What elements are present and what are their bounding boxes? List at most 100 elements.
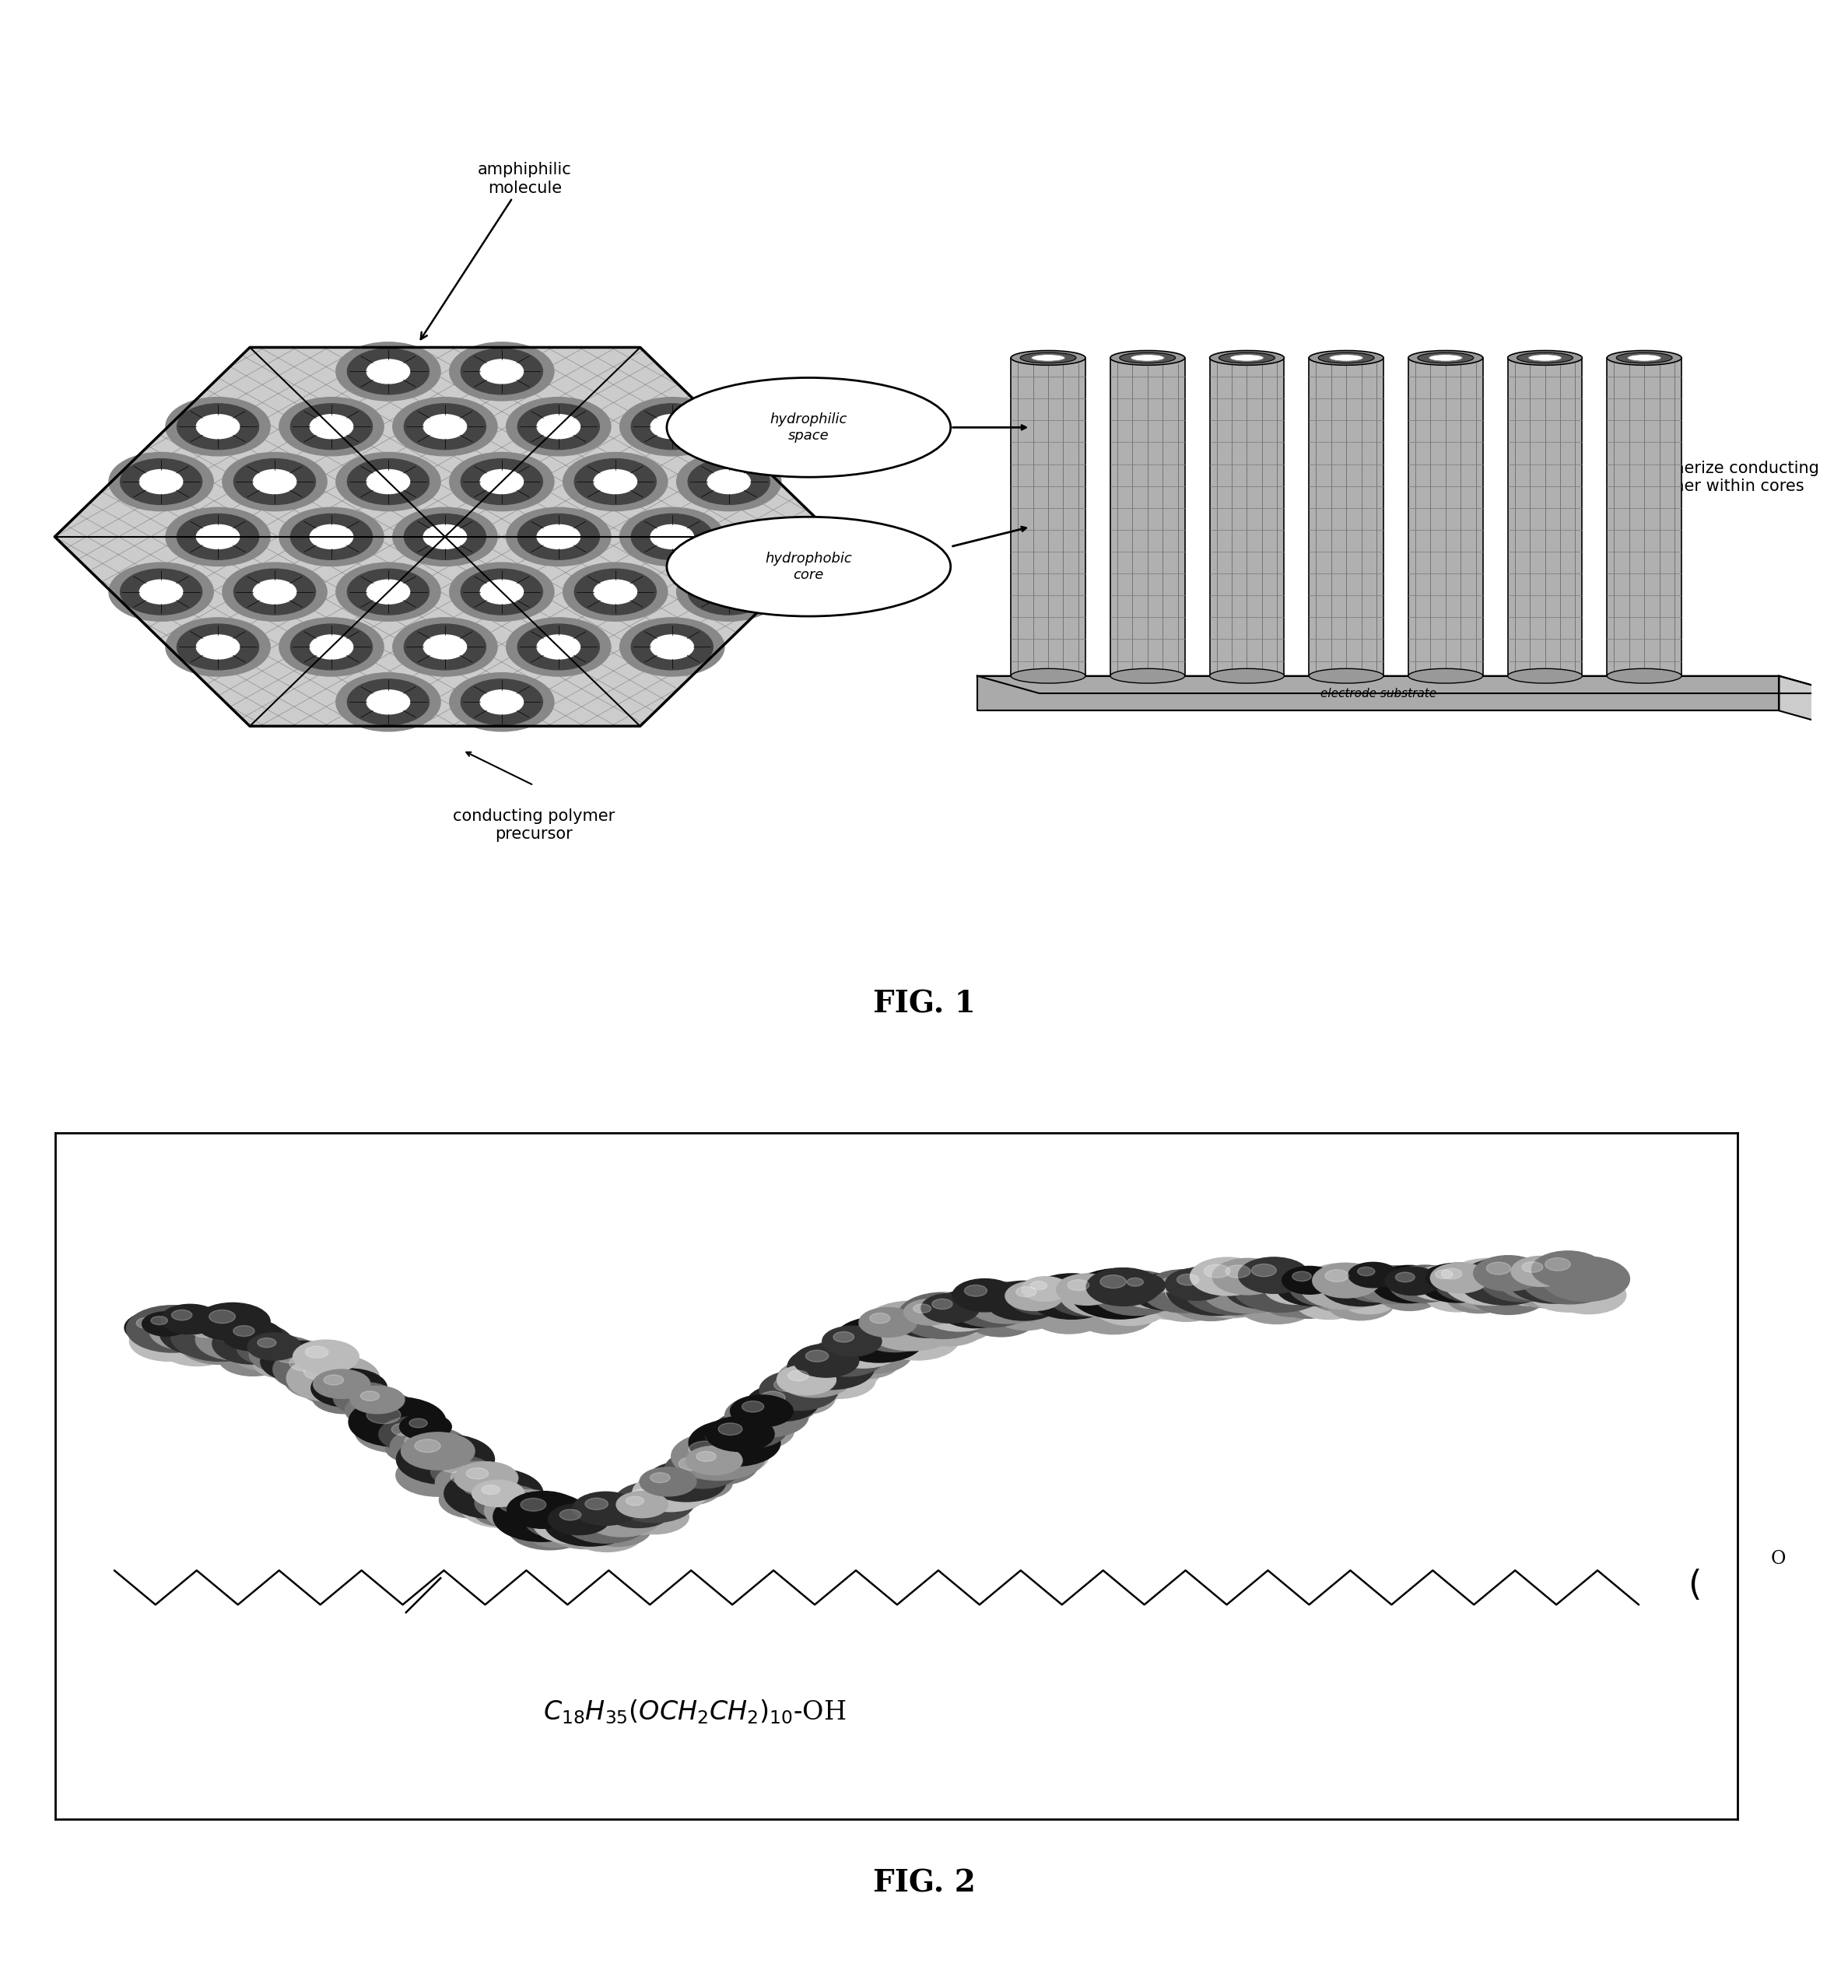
Ellipse shape — [667, 517, 950, 616]
Circle shape — [532, 1503, 615, 1545]
Circle shape — [1172, 1288, 1233, 1318]
Circle shape — [1109, 1278, 1138, 1294]
Circle shape — [170, 1310, 270, 1362]
Circle shape — [817, 1356, 881, 1388]
Circle shape — [1432, 1270, 1460, 1284]
Circle shape — [1044, 1282, 1076, 1298]
Circle shape — [787, 1384, 809, 1394]
Circle shape — [275, 1348, 303, 1364]
Circle shape — [177, 1320, 262, 1364]
Circle shape — [505, 1505, 530, 1517]
Circle shape — [460, 680, 543, 726]
Circle shape — [1283, 1266, 1336, 1294]
Circle shape — [776, 1366, 835, 1396]
Circle shape — [760, 1370, 839, 1409]
Circle shape — [1055, 1286, 1124, 1322]
Circle shape — [394, 398, 497, 455]
Circle shape — [1419, 1272, 1443, 1284]
Circle shape — [562, 1499, 650, 1543]
Circle shape — [466, 1467, 488, 1479]
Circle shape — [294, 1340, 359, 1374]
Circle shape — [586, 1499, 608, 1509]
Circle shape — [213, 1322, 294, 1364]
Circle shape — [597, 1503, 625, 1519]
Circle shape — [597, 1519, 619, 1531]
Circle shape — [285, 1360, 309, 1372]
Circle shape — [804, 1354, 833, 1370]
Ellipse shape — [1617, 352, 1672, 364]
Circle shape — [1151, 1294, 1173, 1304]
Circle shape — [967, 1302, 1037, 1336]
Circle shape — [231, 1348, 255, 1360]
Circle shape — [713, 1411, 787, 1447]
Circle shape — [870, 1320, 898, 1334]
Circle shape — [1070, 1268, 1170, 1318]
Circle shape — [336, 672, 440, 732]
Circle shape — [1088, 1278, 1124, 1296]
Circle shape — [517, 404, 599, 449]
Circle shape — [209, 1310, 235, 1324]
Circle shape — [863, 1300, 959, 1350]
Ellipse shape — [1111, 668, 1185, 684]
Circle shape — [1386, 1272, 1412, 1286]
Circle shape — [961, 1298, 1035, 1336]
Circle shape — [523, 1515, 553, 1531]
Circle shape — [142, 1312, 190, 1336]
Circle shape — [1290, 1276, 1316, 1288]
Ellipse shape — [1329, 354, 1364, 362]
Circle shape — [1539, 1264, 1573, 1280]
Bar — [1111, 358, 1185, 676]
Circle shape — [893, 1312, 950, 1342]
Circle shape — [401, 1439, 468, 1473]
Circle shape — [227, 1330, 255, 1346]
Circle shape — [850, 1326, 881, 1342]
Circle shape — [405, 513, 486, 561]
Ellipse shape — [1308, 350, 1384, 366]
Circle shape — [802, 1360, 876, 1398]
Circle shape — [1188, 1274, 1273, 1318]
Circle shape — [355, 1409, 438, 1453]
Circle shape — [965, 1284, 987, 1296]
Circle shape — [506, 507, 612, 567]
Circle shape — [517, 513, 599, 561]
Circle shape — [434, 1461, 519, 1505]
Circle shape — [290, 404, 371, 449]
Circle shape — [671, 1431, 765, 1481]
Circle shape — [621, 1499, 689, 1535]
Ellipse shape — [1508, 668, 1582, 684]
Circle shape — [336, 453, 440, 511]
Circle shape — [634, 1505, 658, 1519]
Circle shape — [828, 1362, 852, 1374]
Circle shape — [449, 453, 554, 511]
Polygon shape — [55, 348, 835, 726]
Circle shape — [333, 1382, 397, 1415]
Circle shape — [869, 1330, 891, 1342]
Circle shape — [312, 1382, 377, 1413]
Circle shape — [272, 1354, 340, 1388]
Circle shape — [423, 525, 466, 549]
Circle shape — [211, 1326, 240, 1340]
Circle shape — [650, 525, 693, 549]
Text: $C_{18}H_{35}(OCH_2CH_2)_{10}$-OH: $C_{18}H_{35}(OCH_2CH_2)_{10}$-OH — [543, 1698, 846, 1726]
Circle shape — [538, 634, 580, 660]
Circle shape — [253, 580, 296, 604]
Circle shape — [473, 1495, 532, 1527]
Circle shape — [325, 1376, 351, 1390]
Circle shape — [140, 469, 183, 493]
Circle shape — [615, 1491, 667, 1517]
Circle shape — [1495, 1268, 1525, 1282]
Circle shape — [298, 1366, 377, 1406]
Circle shape — [449, 563, 554, 620]
Circle shape — [1545, 1258, 1571, 1270]
Circle shape — [806, 1350, 828, 1362]
Circle shape — [1514, 1268, 1541, 1282]
Circle shape — [484, 1489, 567, 1533]
Circle shape — [992, 1296, 1059, 1330]
Circle shape — [1351, 1290, 1371, 1300]
Circle shape — [1460, 1258, 1552, 1304]
Circle shape — [347, 348, 429, 394]
Circle shape — [856, 1324, 922, 1356]
Circle shape — [669, 1467, 732, 1499]
Circle shape — [431, 1455, 492, 1487]
Circle shape — [290, 513, 371, 561]
